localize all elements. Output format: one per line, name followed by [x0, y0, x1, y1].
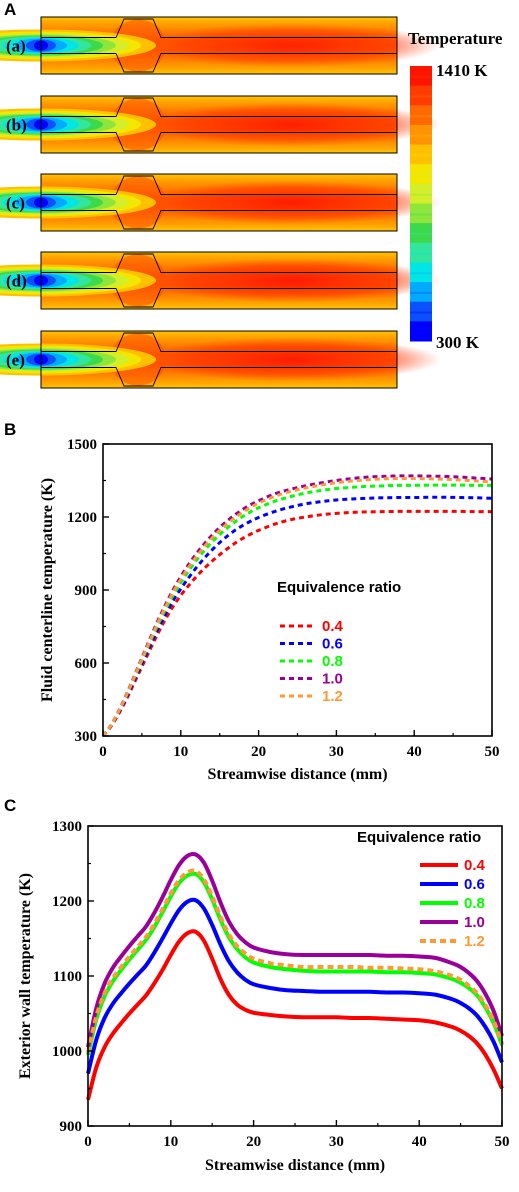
- colorbar-swatch: [410, 262, 432, 283]
- panel-a-label: A: [4, 0, 17, 19]
- y-tick-label: 300: [75, 729, 98, 745]
- contour-plot: [0, 95, 441, 154]
- panel-b-label: B: [4, 420, 17, 439]
- series-line-1.0: [86, 852, 504, 1048]
- legend-label-1.0: 1.0: [322, 671, 343, 688]
- colorbar-swatch: [410, 203, 432, 224]
- colorbar-swatch: [410, 85, 432, 106]
- y-tick-label: 1200: [67, 510, 97, 526]
- legend-label-0.4: 0.4: [322, 618, 344, 635]
- series-line-0.4: [86, 929, 504, 1101]
- colorbar-swatch: [410, 124, 432, 146]
- y-tick-label: 600: [75, 656, 98, 672]
- centerline-temperature-chart: 0 10 20 30 40 50 300 600 900 1200 1500 Streamwise d…: [39, 437, 500, 783]
- legend-label-0.8: 0.8: [322, 653, 343, 670]
- y-tick-label: 900: [60, 1119, 83, 1135]
- contour-plot: [0, 330, 441, 389]
- colorbar-min-label: 300 K: [436, 333, 480, 352]
- legend-label-1.2: 1.2: [464, 933, 485, 950]
- y-tick-label: 1500: [67, 437, 97, 453]
- series-line-1.0: [101, 474, 493, 737]
- case-label: (b): [6, 116, 27, 135]
- x-tick-label: 0: [99, 744, 107, 760]
- x-tick-label: 40: [412, 1134, 427, 1150]
- x-tick-label: 50: [495, 1134, 510, 1150]
- x-tick-label: 20: [251, 744, 266, 760]
- x-tick-label: 40: [407, 744, 422, 760]
- legend-label-0.4: 0.4: [464, 857, 486, 874]
- case-label: (c): [6, 194, 25, 213]
- contour-plot: [0, 16, 441, 75]
- colorbar-swatch: [410, 223, 432, 244]
- legend-title: Equivalence ratio: [357, 829, 481, 846]
- legend-label-0.8: 0.8: [464, 895, 485, 912]
- y-tick-label: 1300: [52, 819, 82, 835]
- y-tick-label: 900: [75, 583, 98, 599]
- x-tick-label: 0: [84, 1134, 92, 1150]
- colorbar-title: Temperature: [408, 29, 503, 48]
- case-label: (d): [6, 272, 27, 291]
- colorbar: [410, 66, 432, 342]
- y-tick-label: 1100: [53, 969, 82, 985]
- x-tick-label: 10: [173, 744, 188, 760]
- legend-label-1.0: 1.0: [464, 914, 485, 931]
- contour-plot: [0, 173, 441, 232]
- contour-plot: [0, 251, 441, 310]
- series-line-0.6: [101, 495, 493, 737]
- x-tick-label: 50: [485, 744, 500, 760]
- legend-label-1.2: 1.2: [322, 688, 343, 705]
- series-line-1.2: [101, 477, 493, 737]
- colorbar-swatch: [410, 144, 432, 165]
- legend-label-0.6: 0.6: [464, 876, 485, 893]
- x-tick-label: 20: [246, 1134, 261, 1150]
- wall-temperature-chart: 0 10 20 30 40 50 900 1000 1100 1200 1300 Streamwise…: [17, 819, 510, 1174]
- y-axis-label: Exterior wall temperature (K): [17, 873, 34, 1079]
- case-label: (e): [6, 351, 25, 370]
- panel-b: B 0 10 20 30 40 50 300 600 900 1200 1500 Streamwise…: [0, 418, 519, 788]
- panel-c-label: C: [4, 796, 17, 815]
- legend-title: Equivalence ratio: [277, 579, 401, 596]
- colorbar-swatch: [410, 242, 432, 263]
- x-axis-label: Streamwise distance (mm): [205, 1157, 385, 1174]
- colorbar-swatch: [410, 321, 432, 342]
- case-label: (a): [6, 37, 26, 56]
- x-tick-label: 10: [163, 1134, 178, 1150]
- y-tick-label: 1200: [52, 894, 82, 910]
- panel-c: C 0 10 20 30 40 50 900 1000 1100 1200 1300 Streamwi…: [0, 796, 519, 1192]
- x-tick-label: 30: [329, 744, 344, 760]
- colorbar-swatch: [410, 164, 432, 185]
- colorbar-swatch: [410, 282, 432, 303]
- series-line-0.8: [86, 871, 504, 1056]
- colorbar-swatch: [410, 301, 432, 322]
- colorbar-swatch: [410, 105, 432, 126]
- y-axis-label: Fluid centerline temperature (K): [39, 478, 56, 702]
- contour-figure: (a) (b) (c) (d) (e) Temperature 1410 K 300 K: [0, 16, 503, 389]
- series-line-0.4: [101, 509, 493, 737]
- series-line-0.6: [86, 897, 504, 1074]
- colorbar-swatch: [410, 66, 432, 87]
- x-tick-label: 30: [329, 1134, 344, 1150]
- y-tick-label: 1000: [52, 1044, 82, 1060]
- x-axis-label: Streamwise distance (mm): [207, 766, 387, 783]
- colorbar-swatch: [410, 183, 432, 204]
- series-line-1.2: [86, 868, 504, 1053]
- legend-label-0.6: 0.6: [322, 636, 343, 653]
- panel-a: A (a) (b) (c) (d) (e) Temperature 1410 K 300 K: [0, 0, 519, 400]
- colorbar-max-label: 1410 K: [436, 61, 488, 80]
